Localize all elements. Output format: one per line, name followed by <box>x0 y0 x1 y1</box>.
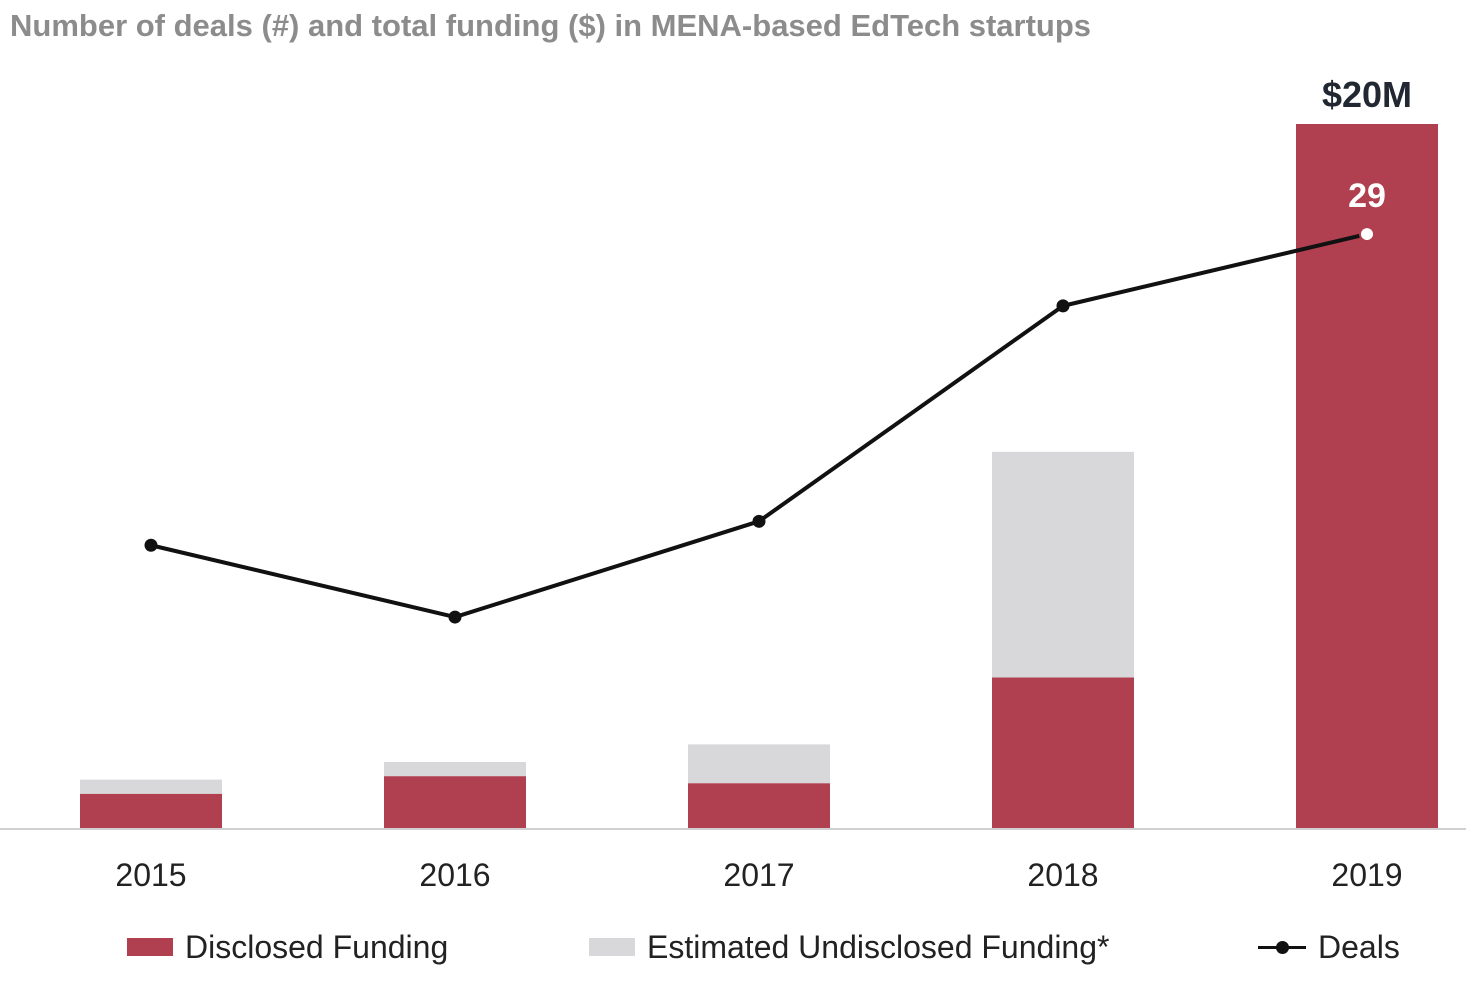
legend: Disclosed Funding Estimated Undisclosed … <box>0 922 1466 972</box>
deals-point-2018 <box>1056 299 1070 313</box>
legend-swatch-deals <box>1258 938 1306 956</box>
bars-layer <box>80 124 1438 829</box>
legend-swatch-undisclosed <box>589 938 635 956</box>
legend-label-undisclosed: Estimated Undisclosed Funding* <box>647 928 1110 965</box>
bar-disclosed-2018 <box>992 677 1134 829</box>
legend-swatch-disclosed <box>127 938 173 956</box>
x-tick-2016: 2016 <box>419 857 490 893</box>
deals-point-2019 <box>1359 226 1375 243</box>
legend-label-deals: Deals <box>1318 928 1400 965</box>
bar-undisclosed-2016 <box>384 762 526 777</box>
deals-line <box>150 232 1368 620</box>
chart-title: Number of deals (#) and total funding ($… <box>10 8 1092 43</box>
deals-line-layer <box>144 226 1375 624</box>
legend-label-disclosed: Disclosed Funding <box>185 928 449 965</box>
legend-item-disclosed: Disclosed Funding <box>127 922 448 972</box>
deals-point-2016 <box>448 610 462 624</box>
combo-chart: 2015 2016 2017 2018 2019 $20M 29 <box>0 74 1466 893</box>
deals-point-2015 <box>144 538 158 552</box>
x-tick-2015: 2015 <box>115 857 186 893</box>
bar-undisclosed-2017 <box>688 744 830 784</box>
bar-undisclosed-2015 <box>80 779 222 794</box>
bar-total-label-2019: $20M <box>1322 74 1412 115</box>
annotation-layer: $20M 29 <box>1322 74 1412 215</box>
bar-disclosed-2016 <box>384 776 526 829</box>
bar-disclosed-2015 <box>80 793 222 829</box>
legend-item-deals: Deals <box>1258 922 1400 972</box>
x-tick-2018: 2018 <box>1027 857 1098 893</box>
bar-undisclosed-2018 <box>992 451 1134 678</box>
legend-item-undisclosed: Estimated Undisclosed Funding* <box>589 922 1109 972</box>
x-tick-labels: 2015 2016 2017 2018 2019 <box>115 857 1402 893</box>
x-tick-2017: 2017 <box>723 857 794 893</box>
x-tick-2019: 2019 <box>1331 857 1402 893</box>
bar-disclosed-2017 <box>688 783 830 829</box>
deals-point-2017 <box>752 514 766 528</box>
deals-data-label-2019: 29 <box>1348 177 1386 215</box>
